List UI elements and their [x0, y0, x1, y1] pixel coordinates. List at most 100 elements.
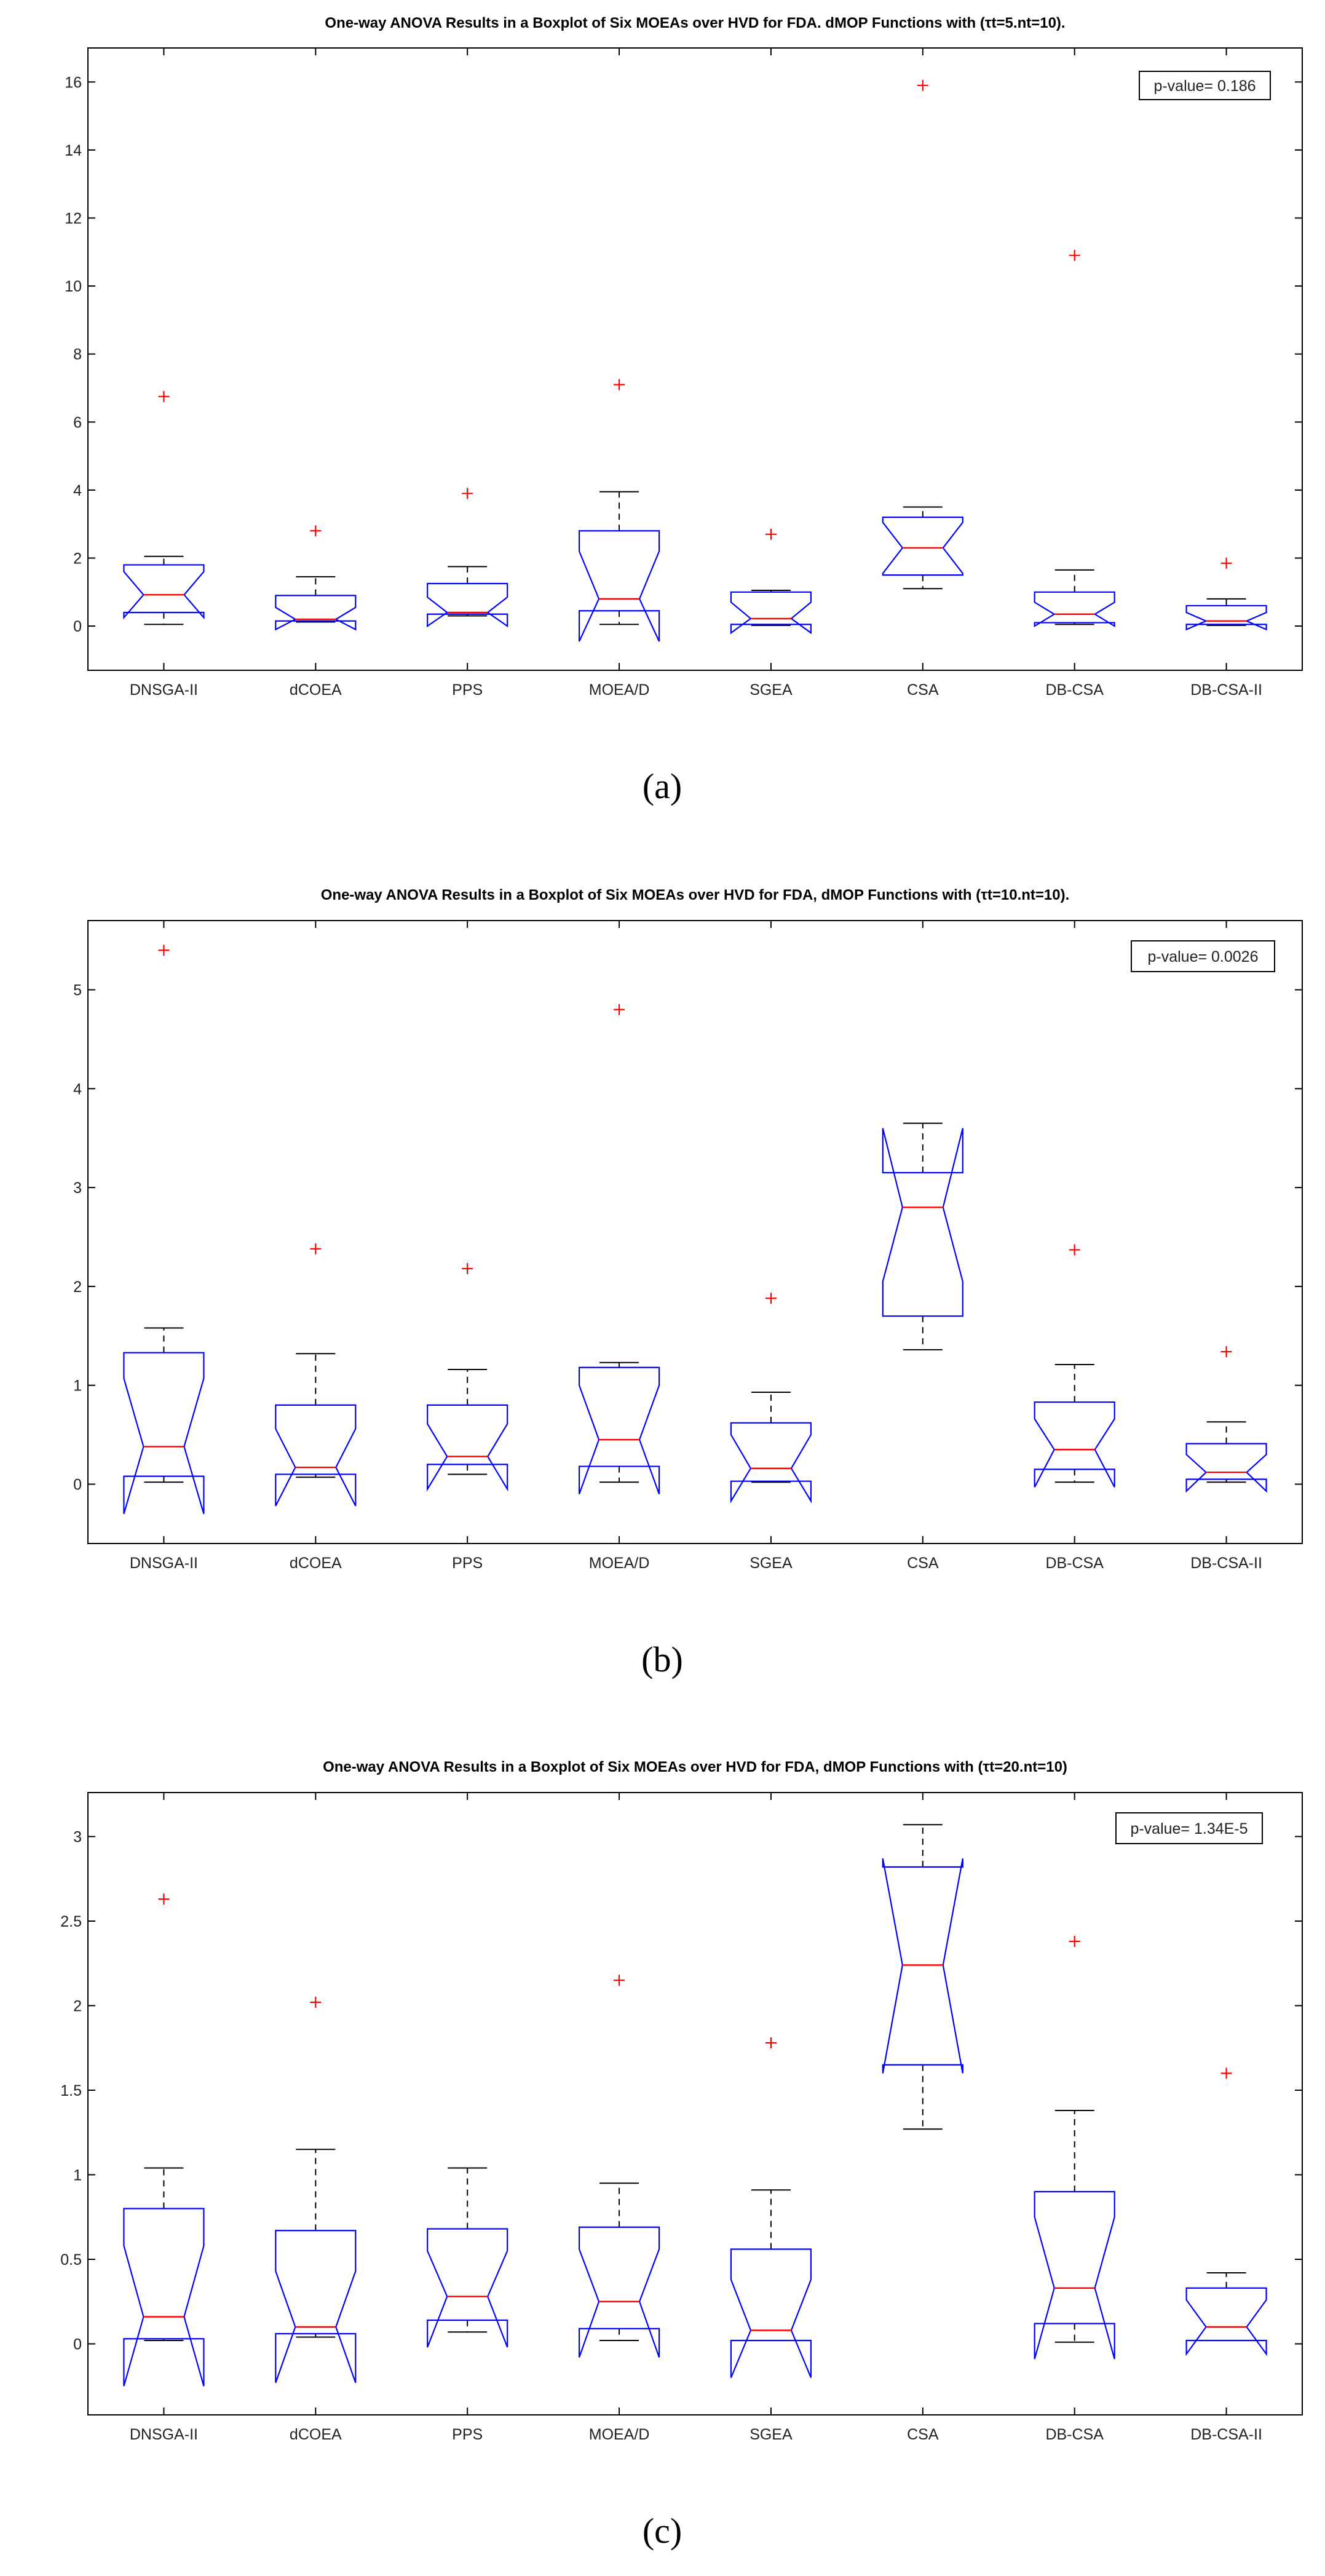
- y-tick-label: 3: [73, 1829, 82, 1846]
- panel-caption: (c): [643, 2511, 682, 2551]
- x-tick-label: DNSGA-II: [130, 1555, 198, 1572]
- y-tick-label: 10: [65, 278, 82, 295]
- box-db-csa: [1034, 1936, 1115, 2360]
- box-db-csa: [1034, 250, 1115, 628]
- plot-area-frame: [87, 920, 1303, 1544]
- x-tick-label: DB-CSA: [1045, 2426, 1104, 2443]
- y-tick-label: 0: [73, 2336, 82, 2353]
- outlier-marker: [158, 1893, 170, 1905]
- box-sgea: [730, 528, 812, 635]
- x-tick-label: SGEA: [750, 2426, 793, 2443]
- box-sgea: [730, 1293, 812, 1504]
- x-tick-label: dCOEA: [290, 681, 342, 699]
- notched-box: [730, 2248, 812, 2378]
- outlier-marker: [1069, 250, 1080, 261]
- outlier-marker: [310, 1997, 322, 2008]
- notched-box: [427, 2228, 508, 2348]
- chart-title: One-way ANOVA Results in a Boxplot of Si…: [321, 887, 1070, 903]
- y-tick-label: 1: [73, 1377, 82, 1395]
- y-tick-label: 6: [73, 414, 82, 431]
- y-tick-label: 3: [73, 1179, 82, 1197]
- outlier-marker: [310, 525, 322, 537]
- box-dnsga-ii: [123, 1893, 205, 2387]
- chart-title: One-way ANOVA Results in a Boxplot of Si…: [323, 1759, 1067, 1775]
- outlier-marker: [1220, 557, 1232, 569]
- x-tick-label: DNSGA-II: [130, 2426, 198, 2443]
- pvalue-label: p-value= 0.186: [1153, 77, 1256, 95]
- notched-box: [123, 1352, 205, 1515]
- y-tick-label: 0: [73, 1476, 82, 1494]
- outlier-marker: [1220, 2067, 1232, 2079]
- x-tick-label: MOEA/D: [589, 1555, 650, 1572]
- notched-box: [123, 564, 205, 620]
- outlier-marker: [765, 2037, 777, 2048]
- y-tick-label: 2.5: [60, 1913, 82, 1930]
- box-db-csa-ii: [1185, 1346, 1267, 1493]
- notched-box: [882, 1858, 963, 2074]
- notched-box: [1034, 1401, 1115, 1488]
- box-dcoea: [275, 1997, 357, 2384]
- panel-caption: (a): [643, 766, 682, 806]
- x-tick-label: CSA: [907, 1555, 939, 1572]
- x-tick-label: DNSGA-II: [130, 681, 198, 699]
- box-pps: [427, 488, 508, 628]
- y-tick-label: 4: [73, 482, 82, 499]
- notched-box: [1034, 2190, 1115, 2360]
- notched-box: [275, 2230, 357, 2384]
- y-tick-label: 2: [73, 1998, 82, 2015]
- notched-box: [730, 1422, 812, 1504]
- y-tick-label: 4: [73, 1080, 82, 1098]
- box-dnsga-ii: [123, 390, 205, 625]
- notched-box: [275, 595, 357, 631]
- x-tick-label: PPS: [452, 681, 483, 699]
- x-tick-label: MOEA/D: [589, 681, 650, 699]
- box-csa: [882, 79, 963, 590]
- y-tick-label: 14: [65, 142, 82, 159]
- y-tick-label: 1: [73, 2167, 82, 2184]
- notched-box: [427, 1404, 508, 1492]
- notched-box: [730, 591, 812, 635]
- y-tick-label: 12: [65, 210, 82, 228]
- y-tick-label: 0: [73, 618, 82, 635]
- box-moea-d: [578, 1975, 660, 2358]
- outlier-marker: [614, 1004, 625, 1015]
- box-db-csa: [1034, 1244, 1115, 1488]
- x-tick-label: dCOEA: [290, 2426, 342, 2443]
- x-tick-label: SGEA: [750, 681, 793, 699]
- outlier-marker: [310, 1243, 322, 1254]
- pvalue-label: p-value= 0.0026: [1147, 948, 1258, 965]
- x-tick-label: SGEA: [750, 1555, 793, 1572]
- pvalue-box: [1131, 940, 1275, 972]
- x-tick-label: CSA: [907, 681, 939, 699]
- box-sgea: [730, 2037, 812, 2378]
- outlier-marker: [158, 945, 170, 956]
- box-moea-d: [578, 379, 660, 642]
- outlier-marker: [1220, 1346, 1232, 1358]
- outlier-marker: [614, 1975, 625, 1986]
- x-tick-label: PPS: [452, 1555, 483, 1572]
- pvalue-box: [1115, 1812, 1263, 1844]
- notched-box: [427, 582, 508, 628]
- y-tick-label: 0.5: [60, 2251, 82, 2269]
- boxplot-panel-3: One-way ANOVA Results in a Boxplot of Si…: [60, 1759, 1303, 2551]
- x-tick-label: dCOEA: [290, 1555, 342, 1572]
- y-tick-label: 2: [73, 1278, 82, 1296]
- notched-box: [275, 1404, 357, 1507]
- y-tick-label: 2: [73, 550, 82, 568]
- notched-box: [1185, 2287, 1267, 2356]
- outlier-marker: [614, 379, 625, 390]
- notched-box: [1034, 591, 1115, 628]
- x-tick-label: DB-CSA: [1045, 681, 1104, 699]
- box-csa: [882, 1122, 963, 1350]
- boxplot-panel-1: One-way ANOVA Results in a Boxplot of Si…: [65, 15, 1303, 806]
- x-tick-label: DB-CSA-II: [1190, 681, 1262, 699]
- y-tick-label: 1.5: [60, 2082, 82, 2099]
- chart-title: One-way ANOVA Results in a Boxplot of Si…: [325, 15, 1065, 31]
- outlier-marker: [1069, 1936, 1080, 1947]
- notched-box: [882, 1128, 963, 1317]
- x-tick-label: MOEA/D: [589, 2426, 650, 2443]
- box-moea-d: [578, 1004, 660, 1494]
- outlier-marker: [765, 528, 777, 540]
- notched-box: [1185, 604, 1267, 631]
- box-csa: [882, 1824, 963, 2130]
